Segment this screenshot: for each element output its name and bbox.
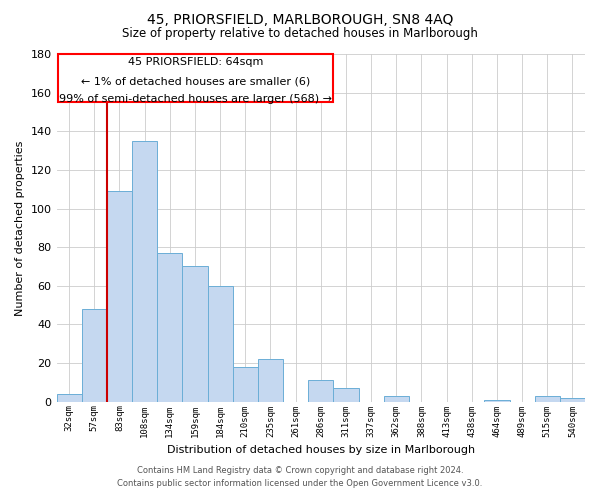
- Bar: [107, 191, 132, 402]
- Bar: [308, 380, 334, 402]
- X-axis label: Distribution of detached houses by size in Marlborough: Distribution of detached houses by size …: [167, 445, 475, 455]
- Bar: [484, 400, 509, 402]
- FancyBboxPatch shape: [58, 54, 334, 102]
- Bar: [182, 266, 208, 402]
- Bar: [233, 367, 258, 402]
- Y-axis label: Number of detached properties: Number of detached properties: [15, 140, 25, 316]
- Bar: [560, 398, 585, 402]
- Bar: [535, 396, 560, 402]
- Bar: [132, 141, 157, 402]
- Text: 99% of semi-detached houses are larger (568) →: 99% of semi-detached houses are larger (…: [59, 94, 332, 104]
- Bar: [334, 388, 359, 402]
- Text: 45, PRIORSFIELD, MARLBOROUGH, SN8 4AQ: 45, PRIORSFIELD, MARLBOROUGH, SN8 4AQ: [147, 12, 453, 26]
- Bar: [157, 253, 182, 402]
- Text: 45 PRIORSFIELD: 64sqm: 45 PRIORSFIELD: 64sqm: [128, 58, 263, 68]
- Text: Size of property relative to detached houses in Marlborough: Size of property relative to detached ho…: [122, 28, 478, 40]
- Bar: [208, 286, 233, 402]
- Text: ← 1% of detached houses are smaller (6): ← 1% of detached houses are smaller (6): [81, 76, 310, 86]
- Text: Contains HM Land Registry data © Crown copyright and database right 2024.
Contai: Contains HM Land Registry data © Crown c…: [118, 466, 482, 487]
- Bar: [56, 394, 82, 402]
- Bar: [258, 359, 283, 402]
- Bar: [383, 396, 409, 402]
- Bar: [82, 309, 107, 402]
